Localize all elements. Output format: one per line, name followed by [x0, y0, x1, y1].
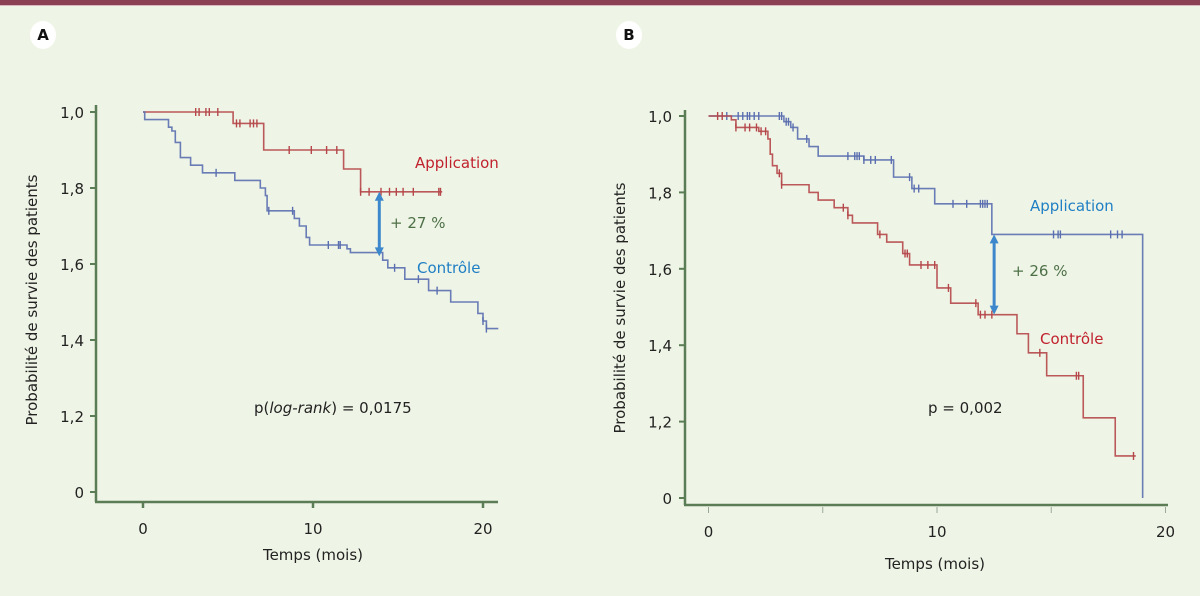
- panel-a-x-tick-label: 0: [138, 520, 148, 538]
- panel-a-curves: [143, 108, 499, 333]
- panel-b-application-label: Application: [1030, 197, 1114, 215]
- panel-b-chart: 1,0 1,8 1,6 1,4 1,2 0 0 10 20 Temps (mois) Proba…: [611, 108, 1175, 573]
- panel-b-curves: [708, 112, 1144, 498]
- panel-a-y-tick-label: 0: [74, 484, 84, 502]
- panel-a-y-tick-label: 1,8: [60, 180, 84, 198]
- panel-a-controle-curve: [143, 111, 499, 330]
- panel-a-y-tick-label: 1,2: [60, 408, 84, 426]
- panel-b-arrow-head-down: [989, 305, 999, 315]
- header-bar: [0, 0, 1200, 5]
- panel-a-y-tick-label: 1,0: [60, 104, 84, 122]
- panel-b-x-tick-label: 0: [704, 523, 714, 541]
- panel-a-x-tick-label: 10: [303, 520, 322, 538]
- panel-a-y-axis-title: Probabilité de survie des patients: [23, 174, 41, 425]
- panel-a-badge: A: [30, 21, 56, 49]
- panel-b-x-axis-title: Temps (mois): [884, 555, 985, 573]
- panel-b-axes: 1,0 1,8 1,6 1,4 1,2 0 0 10 20: [648, 108, 1175, 541]
- panel-b-x-tick-label: 20: [1156, 523, 1175, 541]
- panel-b-application-curve: [708, 115, 1144, 498]
- panel-b-difference-label: + 26 %: [1012, 262, 1067, 280]
- panel-b-controle-curve: [708, 115, 1136, 457]
- panel-a-difference-label: + 27 %: [390, 214, 445, 232]
- panel-b-y-tick-label: 1,6: [648, 261, 672, 279]
- panel-a-controle-label: Contrôle: [417, 259, 480, 277]
- panel-a-arrow-head-up: [374, 191, 384, 201]
- panel-b-x-tick-label: 10: [927, 523, 946, 541]
- header-bar-shadow: [0, 5, 1200, 6]
- panel-a-chart: 1,0 1,8 1,6 1,4 1,2 0 0 10 20 Temps (mois) Proba…: [23, 104, 499, 564]
- panel-b-y-tick-label: 1,0: [648, 108, 672, 126]
- panel-b-p-value: p = 0,002: [928, 399, 1003, 417]
- panel-a-x-tick-label: 20: [473, 520, 492, 538]
- panel-a-application-label: Application: [415, 154, 499, 172]
- panel-b-arrow-head-up: [989, 234, 999, 244]
- panel-a-y-tick-label: 1,4: [60, 332, 84, 350]
- panel-b-badge: B: [616, 21, 642, 49]
- panel-b-y-tick-label: 1,8: [648, 184, 672, 202]
- panel-a-arrow-head-down: [374, 247, 384, 257]
- panel-a-y-tick-label: 1,6: [60, 256, 84, 274]
- panel-a-application-curve: [143, 111, 443, 193]
- panel-b-y-tick-label: 1,2: [648, 414, 672, 432]
- panel-a-p-value: p(log-rank) = 0,0175: [254, 399, 412, 417]
- panel-b-controle-label: Contrôle: [1040, 330, 1103, 348]
- panel-b-y-tick-label: 1,4: [648, 337, 672, 355]
- panel-a-x-axis-title: Temps (mois): [262, 546, 363, 564]
- panel-b-y-tick-label: 0: [662, 490, 672, 508]
- panel-b-y-axis-title: Probabilité de survie des patients: [611, 182, 629, 433]
- panel-a-axes: 1,0 1,8 1,6 1,4 1,2 0 0 10 20: [60, 104, 498, 538]
